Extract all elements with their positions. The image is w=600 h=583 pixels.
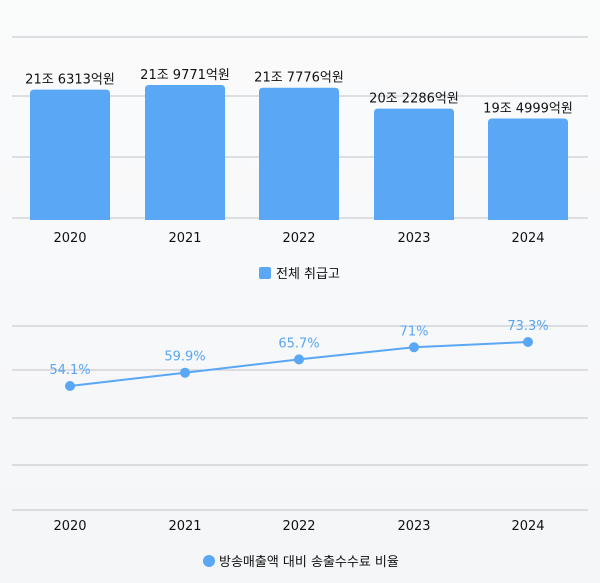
- line-point: [180, 367, 190, 378]
- bar-data-label: 20조 2286억원: [369, 92, 459, 107]
- bar-data-label: 21조 6313억원: [25, 73, 115, 88]
- line-x-tick-label: 2024: [511, 519, 544, 534]
- line-point: [409, 342, 419, 353]
- line-x-tick-label: 2021: [168, 519, 201, 534]
- line-x-tick-label: 2023: [397, 519, 430, 534]
- line-point: [65, 381, 75, 391]
- bar: [488, 118, 568, 220]
- line-point: [294, 354, 304, 365]
- line-data-label: 54.1%: [49, 363, 90, 378]
- bar: [30, 89, 110, 220]
- line-x-tick-label: 2022: [282, 519, 315, 534]
- line-x-tick-label: 2020: [53, 519, 86, 534]
- bar-x-tick-label: 2020: [53, 231, 86, 246]
- line-legend-label: 방송매출액 대비 송출수수료 비율: [219, 555, 399, 570]
- bar: [259, 87, 339, 220]
- bar-data-label: 21조 7776억원: [254, 71, 344, 86]
- line-data-label: 59.9%: [164, 350, 205, 365]
- bar-data-label: 21조 9771억원: [140, 68, 230, 83]
- bar-x-tick-label: 2021: [168, 231, 201, 246]
- line-point: [523, 337, 533, 347]
- bar-x-tick-label: 2024: [511, 231, 544, 246]
- bar: [374, 108, 454, 220]
- bar: [145, 85, 225, 220]
- bar-data-label: 19조 4999억원: [483, 102, 573, 117]
- line-data-label: 65.7%: [278, 336, 319, 351]
- bar-x-tick-label: 2022: [282, 231, 315, 246]
- bar-legend-swatch: [259, 267, 271, 279]
- line-data-label: 71%: [400, 324, 429, 339]
- bar-x-tick-label: 2023: [397, 231, 430, 246]
- bar-legend-label: 전체 취급고: [276, 267, 340, 282]
- line-data-label: 73.3%: [507, 319, 548, 334]
- line-legend-marker: [203, 555, 215, 567]
